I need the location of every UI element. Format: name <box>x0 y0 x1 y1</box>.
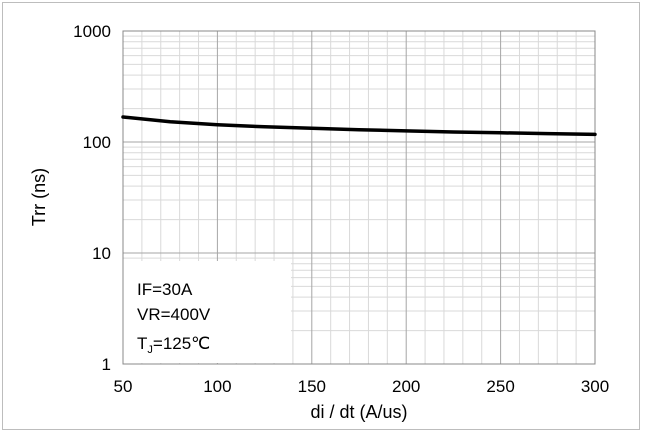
y-tick-label: 1000 <box>73 22 111 41</box>
y-tick-label: 10 <box>92 244 111 263</box>
y-tick-label: 1 <box>102 355 111 374</box>
tj-main: T <box>137 334 147 353</box>
x-tick-labels: 50 100 150 200 250 300 <box>114 377 610 396</box>
y-tick-labels: 1 10 100 1000 <box>73 22 111 374</box>
y-axis-title: Trr (ns) <box>29 168 49 226</box>
if-annotation: IF=30A <box>137 280 193 299</box>
vr-annotation: VR=400V <box>137 305 211 324</box>
chart-frame <box>2 2 640 430</box>
x-tick-label: 50 <box>114 377 133 396</box>
annotation-box <box>123 261 291 363</box>
x-axis-title: di / dt (A/us) <box>310 402 407 422</box>
x-tick-label: 300 <box>581 377 609 396</box>
y-tick-label: 100 <box>83 133 111 152</box>
x-tick-label: 200 <box>392 377 420 396</box>
tj-value: =125℃ <box>153 334 210 353</box>
plot-area-border <box>122 30 596 365</box>
x-tick-label: 100 <box>203 377 231 396</box>
minor-gridlines <box>123 31 595 364</box>
tj-subscript: J <box>147 344 153 356</box>
x-tick-label: 150 <box>298 377 326 396</box>
x-tick-label: 250 <box>486 377 514 396</box>
series-layer <box>121 115 597 137</box>
tj-annotation: TJ=125℃ <box>137 334 210 356</box>
trr-series-line <box>121 115 597 137</box>
